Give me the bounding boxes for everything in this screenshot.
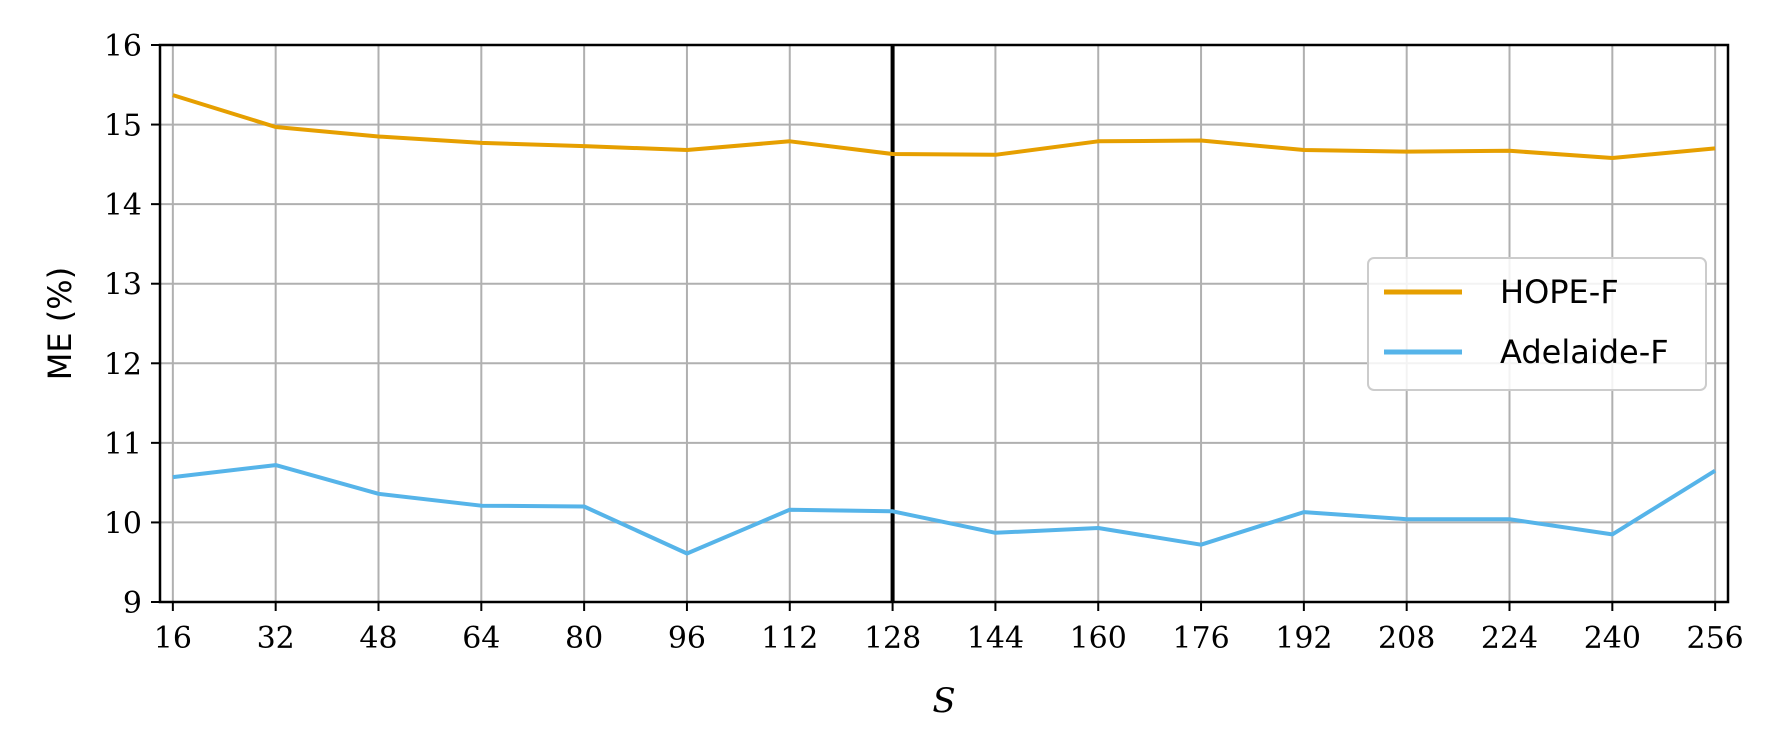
legend-label: Adelaide-F <box>1500 333 1669 371</box>
y-tick-label: 14 <box>104 188 142 223</box>
x-tick-label: 96 <box>668 621 706 656</box>
legend-label: HOPE-F <box>1500 273 1619 311</box>
x-tick-label: 208 <box>1378 621 1435 656</box>
x-tick-label: 48 <box>359 621 397 656</box>
y-tick-label: 16 <box>104 29 142 64</box>
x-tick-label: 32 <box>257 621 295 656</box>
series-line-adelaide-f <box>172 463 1717 556</box>
x-tick-label: 240 <box>1584 621 1641 656</box>
y-tick-label: 13 <box>104 268 142 303</box>
y-tick-label: 11 <box>104 427 142 462</box>
x-axis-title: S <box>932 681 955 721</box>
x-tick-label: 256 <box>1687 621 1744 656</box>
x-tick-label: 144 <box>967 621 1024 656</box>
x-tick-label: 160 <box>1070 621 1127 656</box>
y-tick-label: 10 <box>104 506 142 541</box>
series-group <box>172 93 1717 556</box>
x-tick-label: 128 <box>864 621 921 656</box>
x-tick-label: 224 <box>1481 621 1538 656</box>
y-tick-label: 15 <box>104 109 142 144</box>
y-tick-labels: 9 10 11 12 13 14 15 16 <box>104 29 142 621</box>
plot-frame <box>158 43 1730 604</box>
y-axis-title: ME (%) <box>41 267 79 380</box>
x-tick-label: 112 <box>761 621 818 656</box>
series-line-hope-f <box>172 93 1716 160</box>
x-tick-label: 80 <box>565 621 603 656</box>
x-tick-label: 64 <box>462 621 500 656</box>
y-tick-label: 12 <box>104 347 142 382</box>
ticks <box>151 44 1717 611</box>
x-tick-label: 192 <box>1275 621 1332 656</box>
legend: HOPE-F Adelaide-F <box>1367 257 1707 391</box>
y-tick-label: 9 <box>123 586 142 621</box>
x-tick-label: 16 <box>154 621 192 656</box>
x-tick-labels: 16 32 48 64 80 96 112 128 144 160 176 192 208 224 240 2… <box>154 621 1744 656</box>
x-tick-label: 176 <box>1172 621 1229 656</box>
